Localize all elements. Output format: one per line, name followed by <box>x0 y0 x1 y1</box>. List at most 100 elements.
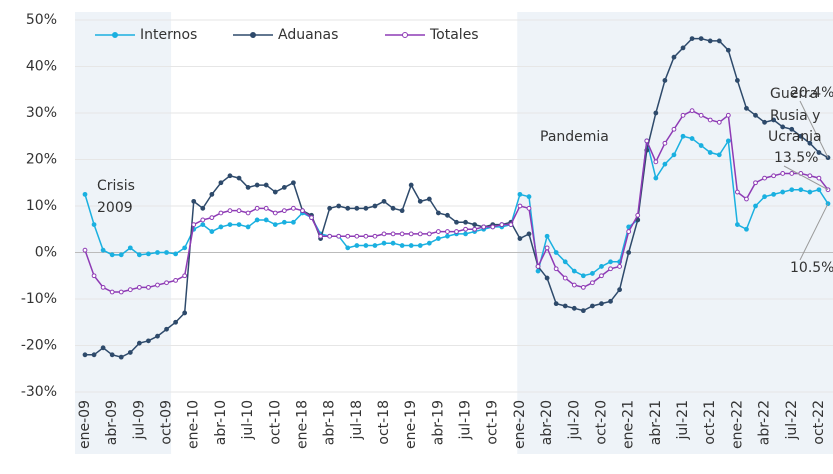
legend-label: Totales <box>429 27 479 43</box>
point <box>254 205 260 211</box>
point <box>553 250 559 255</box>
point <box>82 247 88 253</box>
x-tick-label: oct-21 <box>702 400 718 445</box>
point <box>716 38 722 44</box>
point <box>363 233 369 239</box>
point <box>617 287 622 293</box>
point <box>218 180 224 186</box>
point <box>182 310 188 316</box>
legend-marker <box>250 32 256 38</box>
point <box>445 212 450 218</box>
point <box>463 231 468 237</box>
point <box>381 231 387 237</box>
point <box>580 308 586 314</box>
point <box>780 189 786 195</box>
point <box>481 224 487 230</box>
point <box>82 191 88 197</box>
point <box>399 208 405 214</box>
value-label: 13.5% <box>774 150 818 166</box>
x-tick-label: jul-21 <box>675 400 691 441</box>
point <box>508 222 514 228</box>
x-tick-label: abr-21 <box>648 400 664 445</box>
point <box>580 273 586 279</box>
y-tick-label: -20% <box>21 338 57 354</box>
point <box>227 208 233 214</box>
point <box>417 231 423 237</box>
point <box>435 210 441 216</box>
point <box>689 36 695 41</box>
x-tick-label: jul-20 <box>566 400 582 441</box>
point <box>408 243 414 248</box>
x-tick-label: abr-10 <box>213 400 229 445</box>
legend-marker <box>402 32 408 38</box>
point <box>689 136 695 141</box>
point <box>734 78 740 83</box>
point <box>100 345 106 351</box>
point <box>590 271 595 276</box>
shading <box>75 12 833 454</box>
point <box>698 36 704 41</box>
point <box>825 155 831 161</box>
x-tick-label: oct-19 <box>485 400 501 445</box>
point <box>635 212 641 218</box>
point <box>544 245 550 251</box>
x-tick-label: abr-18 <box>322 400 338 445</box>
point <box>599 301 604 307</box>
point <box>182 273 188 279</box>
point <box>191 222 197 228</box>
point <box>535 268 541 274</box>
y-tick-label: -10% <box>21 291 57 307</box>
x-tick-label: abr-09 <box>104 400 120 445</box>
x-tick-label: ene-10 <box>186 400 202 449</box>
point <box>372 243 378 248</box>
point <box>707 150 713 155</box>
point <box>127 287 133 293</box>
x-tick-label: oct-22 <box>811 400 827 445</box>
point <box>91 222 97 228</box>
point <box>100 284 106 290</box>
point <box>318 233 323 239</box>
value-label: 20.4% <box>790 85 833 101</box>
point <box>164 280 169 286</box>
point <box>662 161 668 167</box>
leader-line <box>783 165 829 191</box>
point <box>345 245 351 251</box>
point <box>463 226 468 232</box>
point <box>200 205 206 211</box>
point <box>109 289 115 295</box>
x-tick-label: abr-20 <box>539 400 555 445</box>
point <box>571 282 577 288</box>
point <box>780 124 786 130</box>
point <box>426 240 432 246</box>
point <box>472 222 478 228</box>
point <box>771 173 777 179</box>
point <box>363 205 369 211</box>
point <box>707 38 713 44</box>
shade <box>75 12 172 454</box>
leader-line <box>799 203 829 261</box>
y-tick-label: 10% <box>26 198 57 214</box>
point <box>771 191 777 197</box>
point <box>680 133 686 139</box>
point <box>725 138 731 144</box>
point <box>653 175 659 181</box>
point <box>472 226 478 232</box>
point <box>136 284 142 290</box>
point <box>390 231 396 237</box>
point <box>780 171 786 176</box>
legend: Internos Aduanas Totales <box>95 27 479 43</box>
point <box>698 112 704 118</box>
point <box>590 303 595 309</box>
point <box>372 233 378 239</box>
value-label: 10.5% <box>790 260 833 276</box>
point <box>218 224 224 230</box>
point <box>227 173 233 179</box>
point <box>209 191 215 197</box>
point <box>571 305 577 311</box>
x-tick-label: abr-19 <box>430 400 446 445</box>
point <box>608 259 613 265</box>
point <box>354 205 360 211</box>
point <box>300 208 305 214</box>
plot <box>82 36 831 360</box>
point <box>671 152 677 158</box>
